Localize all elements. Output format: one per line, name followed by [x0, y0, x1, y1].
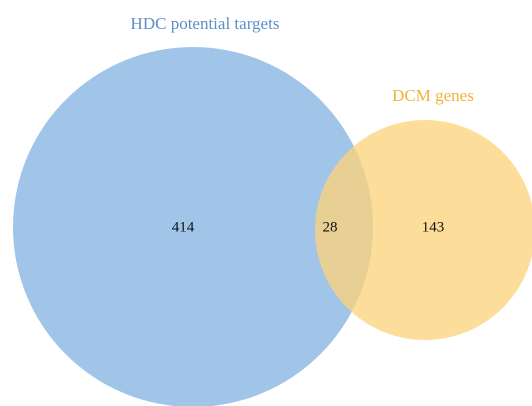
set-label: HDC potential targets — [131, 14, 280, 33]
region-count: 143 — [422, 219, 445, 235]
region-count: 414 — [172, 219, 195, 235]
region-count: 28 — [323, 219, 338, 235]
set-label: DCM genes — [392, 86, 474, 105]
set-circle — [315, 120, 532, 340]
set-circle — [13, 47, 373, 406]
